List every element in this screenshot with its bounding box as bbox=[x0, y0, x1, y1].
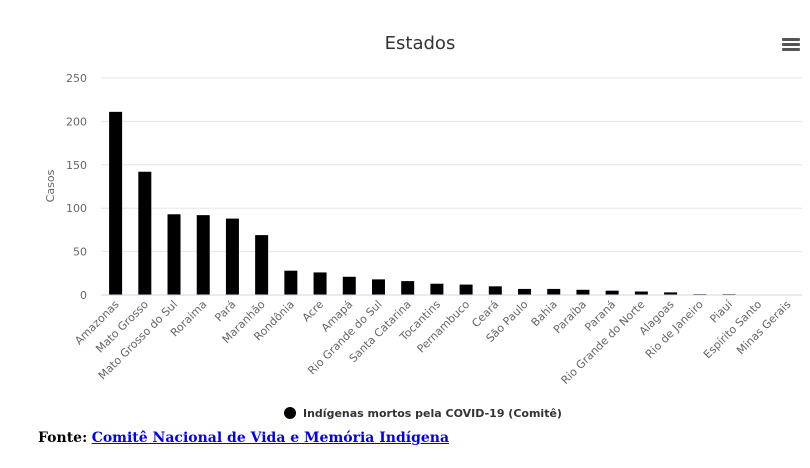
x-tick-label: Pará bbox=[212, 298, 238, 324]
bar[interactable] bbox=[138, 171, 152, 295]
source-link[interactable]: Comitê Nacional de Vida e Memória Indíge… bbox=[91, 430, 450, 446]
hamburger-menu-icon[interactable] bbox=[782, 38, 800, 54]
y-tick-label: 250 bbox=[66, 72, 87, 85]
bar[interactable] bbox=[313, 272, 327, 295]
bar[interactable] bbox=[634, 291, 648, 295]
bar[interactable] bbox=[109, 111, 123, 296]
bars bbox=[109, 111, 736, 296]
bar[interactable] bbox=[430, 283, 444, 295]
x-tick-label: Paraíba bbox=[551, 298, 589, 336]
bar[interactable] bbox=[196, 215, 210, 295]
bar[interactable] bbox=[488, 286, 502, 295]
legend-label: Indígenas mortos pela COVID-19 (Comitê) bbox=[303, 407, 562, 420]
bar[interactable] bbox=[576, 289, 590, 295]
y-tick-label: 50 bbox=[73, 246, 87, 259]
y-tick-label: 0 bbox=[80, 289, 87, 302]
chart-title: Estados bbox=[385, 33, 456, 54]
y-axis-ticks: 0 50 100 150 200 250 bbox=[66, 72, 87, 302]
bar[interactable] bbox=[664, 292, 678, 295]
y-tick-label: 200 bbox=[66, 115, 87, 128]
bar[interactable] bbox=[342, 276, 356, 295]
legend[interactable]: Indígenas mortos pela COVID-19 (Comitê) bbox=[284, 407, 562, 420]
source-label: Fonte: bbox=[38, 430, 88, 446]
bar[interactable] bbox=[371, 279, 385, 295]
bar[interactable] bbox=[167, 214, 181, 295]
bar[interactable] bbox=[518, 288, 532, 295]
y-tick-label: 100 bbox=[66, 202, 87, 215]
y-axis-title: Casos bbox=[44, 169, 57, 202]
legend-marker bbox=[284, 407, 296, 419]
bar[interactable] bbox=[401, 281, 415, 295]
bar[interactable] bbox=[605, 290, 619, 295]
bar-chart: Estados 0 50 100 150 200 250 Casos AmazonasMa… bbox=[44, 33, 802, 420]
bar[interactable] bbox=[547, 288, 561, 295]
grid-lines bbox=[101, 77, 802, 253]
bar[interactable] bbox=[284, 270, 298, 295]
bar[interactable] bbox=[255, 235, 269, 295]
bar[interactable] bbox=[225, 218, 239, 295]
y-tick-label: 150 bbox=[66, 159, 87, 172]
source-line: Fonte: Comitê Nacional de Vida e Memória… bbox=[38, 430, 449, 446]
bar[interactable] bbox=[459, 284, 473, 295]
